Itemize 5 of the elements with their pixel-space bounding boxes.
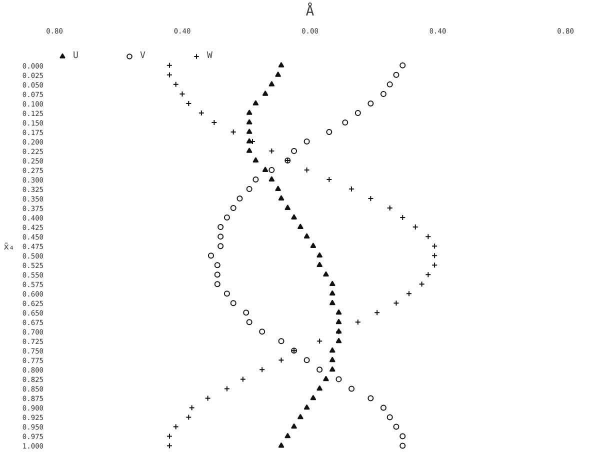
legend-label: U — [73, 51, 80, 61]
y-axis-title: x̄₄ — [4, 242, 14, 252]
legend-label: W — [207, 51, 214, 61]
x-axis-title: Å — [306, 2, 315, 20]
legend-label: V — [140, 51, 146, 61]
